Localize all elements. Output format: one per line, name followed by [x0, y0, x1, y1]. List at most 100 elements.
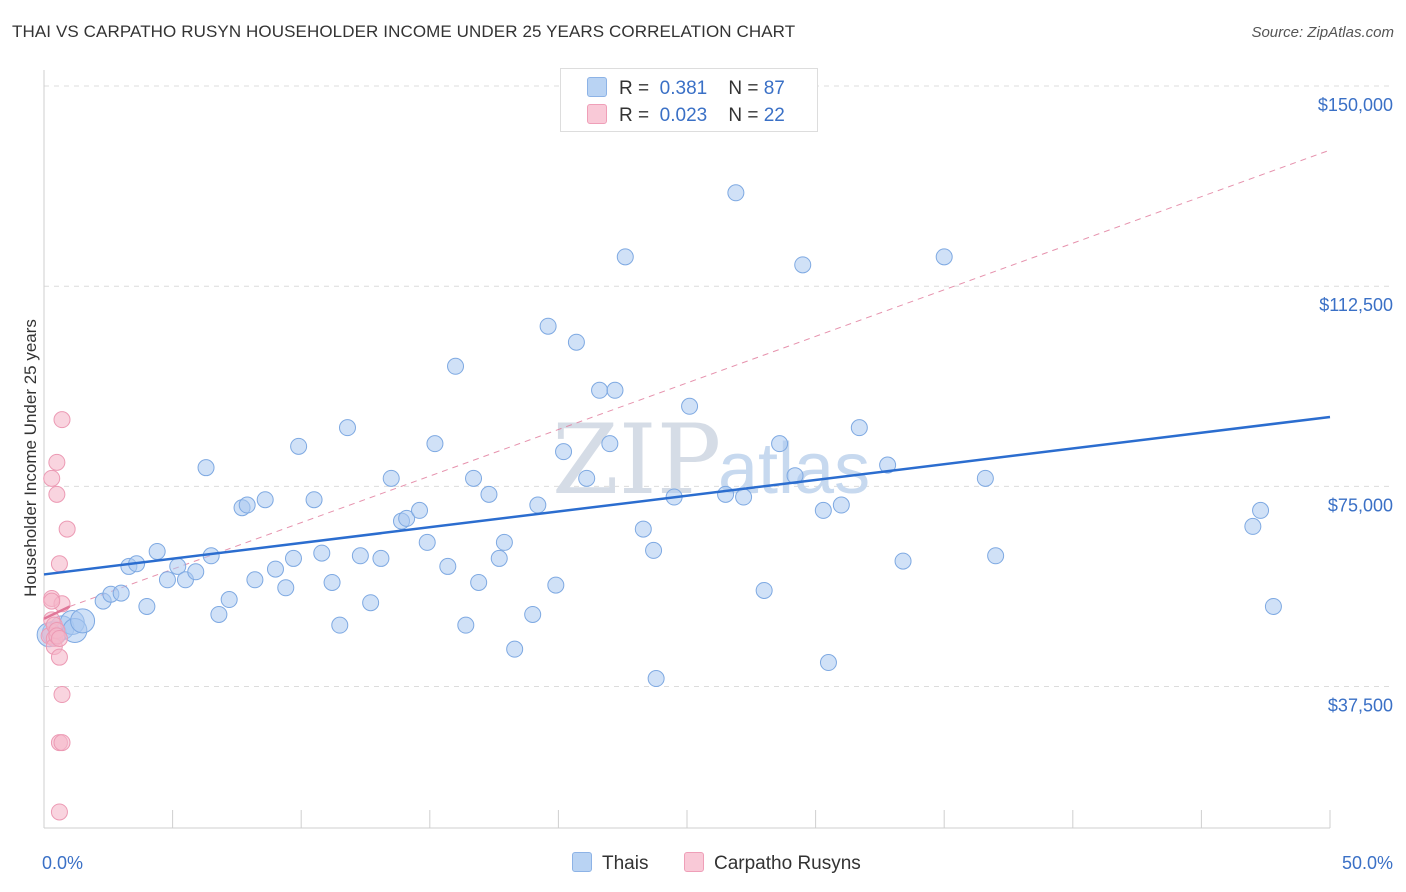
point-thais	[1252, 501, 1270, 519]
point-thais	[1264, 597, 1282, 615]
x-tick-label: 0.0%	[42, 853, 83, 873]
point-thais	[305, 491, 323, 509]
point-thais	[794, 256, 812, 274]
point-thais	[727, 184, 745, 202]
point-thais	[256, 491, 274, 509]
point-thais	[555, 443, 573, 461]
axes	[43, 70, 1331, 829]
legend-swatch-thais	[587, 77, 607, 97]
point-thais	[70, 608, 96, 634]
point-thais	[894, 552, 912, 570]
point-rusyns	[58, 520, 76, 538]
point-thais	[529, 496, 547, 514]
point-thais	[418, 533, 436, 551]
point-thais	[338, 419, 356, 437]
point-thais	[506, 640, 524, 658]
point-thais	[187, 563, 205, 581]
point-thais	[411, 501, 429, 519]
legend-swatch-rusyns	[587, 104, 607, 124]
y-tick-label: $150,000	[1318, 95, 1393, 115]
point-thais	[220, 591, 238, 609]
point-thais	[426, 435, 444, 453]
y-tick-label: $37,500	[1328, 696, 1393, 716]
point-thais	[490, 549, 508, 567]
point-thais	[634, 520, 652, 538]
point-thais	[398, 509, 416, 527]
point-thais	[290, 437, 308, 455]
point-rusyns	[53, 686, 71, 704]
y-tick-label: $112,500	[1319, 295, 1393, 315]
bottom-legend-swatch-thais	[572, 852, 592, 872]
point-rusyns	[53, 734, 71, 752]
bottom-legend-rusyns: Carpatho Rusyns	[684, 852, 861, 875]
source-note: Source: ZipAtlas.com	[1251, 24, 1394, 41]
point-thais	[819, 654, 837, 672]
point-thais	[439, 557, 457, 575]
point-thais	[832, 496, 850, 514]
point-thais	[935, 248, 953, 266]
point-thais	[850, 419, 868, 437]
axis-labels: $37,500 $75,000 $112,500 $150,000 0.0% 50.0%	[42, 95, 1393, 873]
point-thais	[814, 501, 832, 519]
point-thais	[1244, 517, 1262, 535]
trend-line-rusyns	[43, 605, 71, 620]
point-rusyns	[48, 453, 66, 471]
point-thais	[606, 381, 624, 399]
point-thais	[735, 488, 753, 506]
point-thais	[681, 397, 699, 415]
point-thais	[771, 435, 789, 453]
point-thais	[470, 573, 488, 591]
point-thais	[457, 616, 475, 634]
legend-n-label: N =	[728, 105, 759, 126]
point-thais	[879, 456, 897, 474]
legend-n-label: N =	[728, 78, 759, 99]
point-thais	[578, 469, 596, 487]
x-tick-label: 50.0%	[1342, 853, 1393, 873]
point-thais	[112, 584, 130, 602]
point-rusyns	[50, 648, 68, 666]
bottom-legend-thais: Thais	[572, 852, 648, 875]
legend-row-thais: R = 0.381 N = 87	[587, 77, 785, 99]
data-points	[36, 184, 1331, 821]
legend-r-label: R =	[619, 105, 650, 126]
point-thais	[447, 357, 465, 375]
point-rusyns	[48, 485, 66, 503]
point-thais	[158, 571, 176, 589]
point-thais	[238, 496, 256, 514]
point-thais	[323, 573, 341, 591]
point-thais	[616, 248, 634, 266]
point-thais	[591, 381, 609, 399]
legend-r-value-thais: 0.381	[659, 78, 708, 99]
point-thais	[246, 571, 264, 589]
chart-title: THAI VS CARPATHO RUSYN HOUSEHOLDER INCOM…	[12, 22, 796, 41]
trend-line-rusyns-extended	[69, 149, 1331, 607]
point-thais	[148, 542, 166, 560]
y-tick-label: $75,000	[1328, 495, 1393, 515]
point-rusyns	[50, 555, 68, 573]
legend-row-rusyns: R = 0.023 N = 22	[587, 104, 785, 126]
point-thais	[266, 560, 284, 578]
bottom-legend-label-rusyns: Carpatho Rusyns	[714, 853, 861, 874]
point-thais	[382, 469, 400, 487]
bottom-legend-label-thais: Thais	[602, 853, 649, 874]
point-thais	[717, 485, 735, 503]
point-thais	[197, 459, 215, 477]
trend-lines	[69, 149, 1331, 607]
legend-r-value-rusyns: 0.023	[659, 105, 708, 126]
point-thais	[480, 485, 498, 503]
y-axis-title: Householder Income Under 25 years	[21, 319, 40, 597]
point-rusyns	[53, 411, 71, 429]
point-thais	[524, 605, 542, 623]
point-thais	[351, 547, 369, 565]
point-thais	[976, 469, 994, 487]
point-thais	[331, 616, 349, 634]
grid-lines	[44, 85, 1394, 688]
point-thais	[987, 547, 1005, 565]
point-thais	[210, 605, 228, 623]
point-thais	[372, 549, 390, 567]
point-thais	[313, 544, 331, 562]
trend-line-thais	[43, 415, 1331, 576]
point-thais	[647, 670, 665, 688]
point-rusyns	[50, 630, 68, 647]
